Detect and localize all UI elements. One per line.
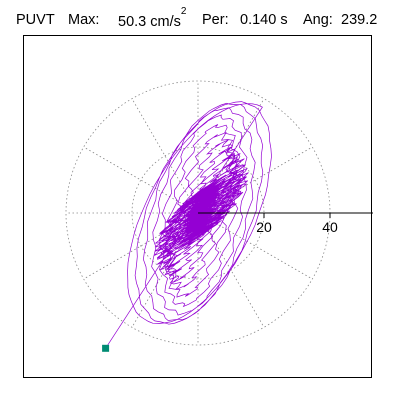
- title-label: PUVT: [16, 12, 55, 28]
- radial-tick-label-20: 20: [256, 219, 272, 235]
- max-value: 50.3 cm/s2: [118, 6, 186, 30]
- grid-spoke-120: [131, 98, 199, 214]
- max-unit-exponent: 2: [180, 6, 187, 17]
- plot-frame: [23, 35, 372, 378]
- chart-header: PUVT Max: 50.3 cm/s2 Per: 0.140 s Ang: 2…: [0, 6, 400, 36]
- angle-value: 239.2: [341, 12, 378, 28]
- max-unit: cm/s: [150, 13, 181, 30]
- radial-tick-label-40: 40: [322, 219, 338, 235]
- end-marker-layer: [102, 344, 110, 352]
- period-label: Per:: [202, 12, 229, 28]
- max-label: Max:: [68, 12, 100, 28]
- motion-trace: [105, 101, 272, 349]
- trace-path: [105, 101, 272, 349]
- radial-axis: 20 40: [198, 212, 373, 235]
- max-value-number: 50.3: [118, 13, 147, 30]
- angle-label: Ang:: [303, 12, 333, 28]
- period-value: 0.140 s: [240, 12, 288, 28]
- end-point-marker: [102, 344, 110, 352]
